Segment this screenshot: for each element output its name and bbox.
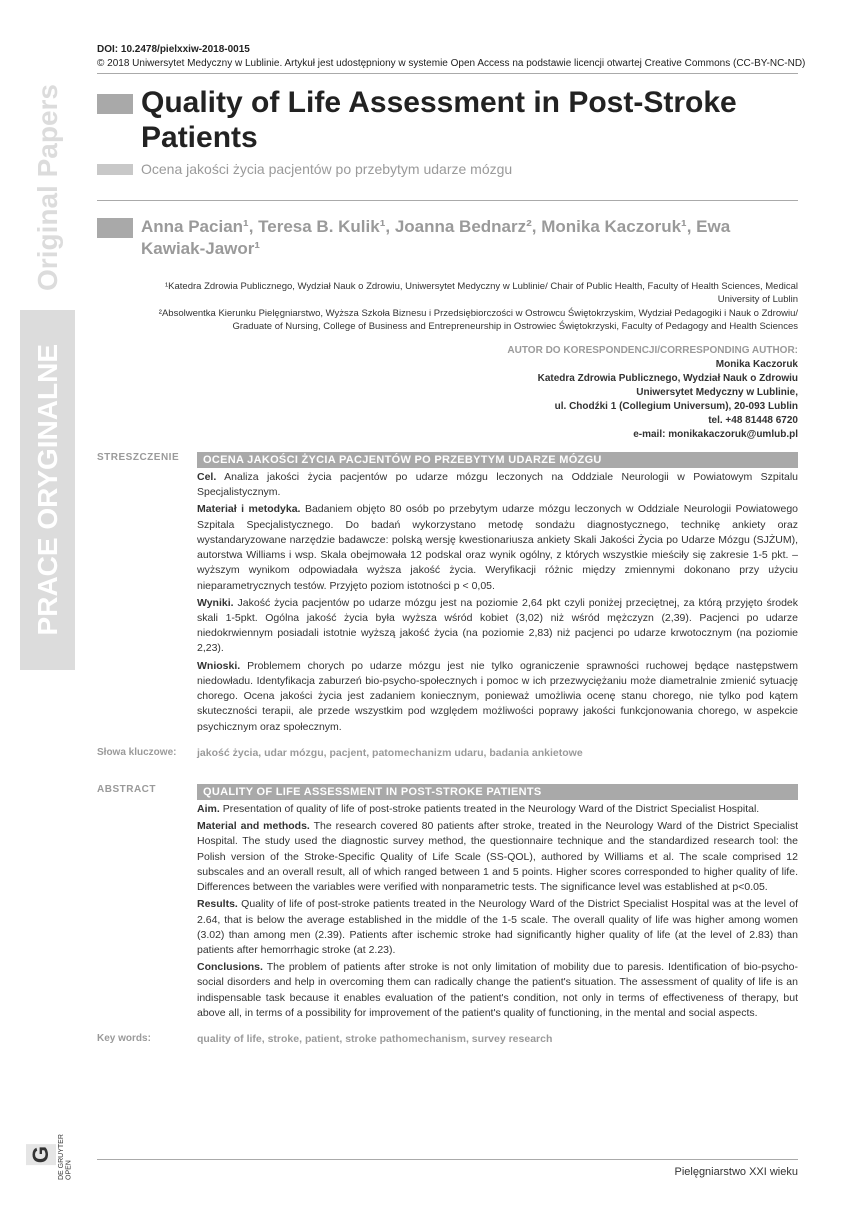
corresponding-label: AUTOR DO KORESPONDENCJI/CORRESPONDING AU… [142, 344, 798, 358]
title-block: Quality of Life Assessment in Post-Strok… [97, 86, 798, 177]
corresponding-univ: Uniwersytet Medyczny w Lublinie, [142, 386, 798, 400]
corresponding-author: AUTOR DO KORESPONDENCJI/CORRESPONDING AU… [142, 344, 798, 442]
methods-pl: Badaniem objęto 80 osób po przebytym uda… [197, 503, 798, 591]
authors-block: Anna Pacian¹, Teresa B. Kulik¹, Joanna B… [97, 216, 798, 260]
abstract-pl-side-label: STRESZCZENIE [97, 452, 197, 463]
corresponding-addr: ul. Chodźki 1 (Collegium Universum), 20-… [142, 400, 798, 414]
keywords-label-pl: Słowa kluczowe: [97, 747, 197, 759]
abstract-en-title: QUALITY OF LIFE ASSESSMENT IN POST-STROK… [197, 784, 798, 800]
side-label-pl: PRACE ORYGINALNE [20, 310, 75, 670]
affiliation-2: ²Absolwentka Kierunku Pielęgniarstwo, Wy… [142, 307, 798, 334]
abstract-pl: STRESZCZENIE OCENA JAKOŚCI ŻYCIA PACJENT… [97, 452, 798, 759]
article-title: Quality of Life Assessment in Post-Strok… [141, 86, 798, 155]
keywords-pl: jakość życia, udar mózgu, pacjent, patom… [197, 747, 798, 759]
rule-top [97, 73, 798, 74]
affiliations: ¹Katedra Zdrowia Publicznego, Wydział Na… [142, 280, 798, 333]
conclusions-en: The problem of patients after stroke is … [197, 961, 798, 1019]
conclusions-pl: Problemem chorych po udarze mózgu jest n… [197, 660, 798, 733]
aim-en: Presentation of quality of life of post-… [223, 803, 760, 815]
publisher-logo: G DE GRUYTER OPEN [26, 1130, 76, 1180]
abstract-pl-body: Cel. Analiza jakości życia pacjentów po … [197, 470, 798, 737]
abstract-pl-title: OCENA JAKOŚCI ŻYCIA PACJENTÓW PO PRZEBYT… [197, 452, 798, 468]
aim-label-en: Aim. [197, 803, 220, 815]
methods-label-pl: Materiał i metodyka. [197, 503, 300, 515]
conclusions-label-en: Conclusions. [197, 961, 263, 973]
rule-bottom [97, 1159, 798, 1160]
results-label-pl: Wyniki. [197, 597, 234, 609]
subtitle-marker [97, 164, 133, 175]
side-label-en-text: Original Papers [32, 84, 64, 291]
authors-marker [97, 218, 133, 238]
methods-label-en: Material and methods. [197, 820, 310, 832]
keywords-en: quality of life, stroke, patient, stroke… [197, 1033, 798, 1045]
corresponding-name: Monika Kaczoruk [142, 358, 798, 372]
corresponding-tel: tel. +48 81448 6720 [142, 414, 798, 428]
keywords-label-en: Key words: [97, 1033, 197, 1045]
aim-pl: Analiza jakości życia pacjentów po udarz… [197, 471, 798, 498]
rule-mid [97, 200, 798, 201]
side-label-pl-text: PRACE ORYGINALNE [32, 344, 64, 635]
side-label-en: Original Papers [20, 80, 75, 295]
publisher-logo-g: G [26, 1144, 56, 1165]
title-marker [97, 94, 133, 114]
copyright: © 2018 Uniwersytet Medyczny w Lublinie. … [97, 58, 805, 69]
authors: Anna Pacian¹, Teresa B. Kulik¹, Joanna B… [141, 216, 798, 260]
article-subtitle: Ocena jakości życia pacjentów po przebyt… [141, 161, 512, 177]
corresponding-email: e-mail: monikakaczoruk@umlub.pl [142, 428, 798, 442]
page: DOI: 10.2478/pielxxiw-2018-0015 © 2018 U… [0, 0, 850, 1206]
affiliation-1: ¹Katedra Zdrowia Publicznego, Wydział Na… [142, 280, 798, 307]
results-pl: Jakość życia pacjentów po udarze mózgu j… [197, 597, 798, 655]
results-label-en: Results. [197, 898, 238, 910]
conclusions-label-pl: Wnioski. [197, 660, 240, 672]
doi: DOI: 10.2478/pielxxiw-2018-0015 [97, 44, 250, 55]
corresponding-dept: Katedra Zdrowia Publicznego, Wydział Nau… [142, 372, 798, 386]
journal-name: Pielęgniarstwo XXI wieku [674, 1166, 798, 1178]
abstract-en: ABSTRACT QUALITY OF LIFE ASSESSMENT IN P… [97, 784, 798, 1045]
aim-label-pl: Cel. [197, 471, 216, 483]
abstract-en-side-label: ABSTRACT [97, 784, 197, 795]
abstract-en-body: Aim. Presentation of quality of life of … [197, 802, 798, 1023]
results-en: Quality of life of post-stroke patients … [197, 898, 798, 956]
publisher-logo-text: DE GRUYTER OPEN [58, 1130, 73, 1180]
